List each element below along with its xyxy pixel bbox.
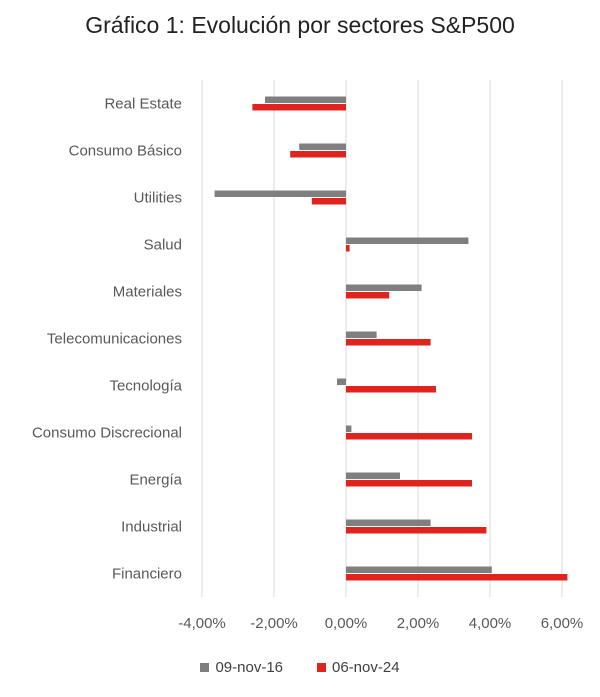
x-axis-tick-labels: -4,00% -2,00% 0,00% 2,00% 4,00% 6,00% xyxy=(178,615,583,632)
bar-series-1 xyxy=(346,284,422,291)
legend-item-series-1: 09-nov-16 xyxy=(200,659,283,676)
category-label: Consumo Discrecional xyxy=(32,425,182,442)
bar-series-1 xyxy=(299,143,346,150)
chart-title: Gráfico 1: Evolución por sectores S&P500 xyxy=(85,12,515,38)
bars xyxy=(214,96,568,581)
bar-series-1 xyxy=(346,519,431,526)
x-tick-label: 0,00% xyxy=(325,615,368,632)
bar-series-1 xyxy=(346,566,492,573)
legend-item-series-2: 06-nov-24 xyxy=(317,659,400,676)
bar-chart: Real Estate Consumo Básico Utilities Salud M… xyxy=(32,80,583,632)
category-label: Tecnología xyxy=(109,378,182,395)
category-label: Financiero xyxy=(112,566,182,583)
bar-series-1 xyxy=(346,472,400,479)
bar-series-2 xyxy=(346,339,431,346)
category-label: Utilities xyxy=(134,190,182,207)
bar-series-2 xyxy=(346,433,472,440)
category-label: Consumo Básico xyxy=(69,143,182,160)
bar-series-2 xyxy=(346,386,436,393)
bar-series-2 xyxy=(346,292,390,299)
bar-series-2 xyxy=(252,104,346,111)
bar-series-2 xyxy=(290,151,346,158)
bar-series-2 xyxy=(346,527,487,534)
legend-swatch-series-1 xyxy=(200,663,210,672)
x-tick-label: 6,00% xyxy=(541,615,584,632)
x-tick-label: 4,00% xyxy=(469,615,512,632)
legend-label-series-1: 09-nov-16 xyxy=(215,659,283,676)
x-tick-label: -4,00% xyxy=(178,615,226,632)
category-labels: Real Estate Consumo Básico Utilities Salud M… xyxy=(32,96,183,583)
category-label: Energía xyxy=(129,472,182,489)
bar-series-1 xyxy=(346,425,352,432)
x-tick-label: -2,00% xyxy=(250,615,298,632)
category-label: Salud xyxy=(144,237,182,254)
bar-series-1 xyxy=(214,190,346,197)
x-tick-label: 2,00% xyxy=(397,615,440,632)
category-label: Materiales xyxy=(113,284,182,301)
bar-series-2 xyxy=(346,245,350,252)
bar-series-1 xyxy=(346,237,469,244)
bar-series-1 xyxy=(265,96,346,103)
category-label: Real Estate xyxy=(104,96,182,113)
bar-series-1 xyxy=(337,378,346,385)
legend: 09-nov-16 06-nov-24 xyxy=(0,659,600,676)
category-label: Telecomunicaciones xyxy=(47,331,182,348)
grid-lines xyxy=(201,80,563,597)
bar-series-2 xyxy=(311,198,346,205)
legend-label-series-2: 06-nov-24 xyxy=(332,659,400,676)
category-label: Industrial xyxy=(121,519,182,536)
bar-series-2 xyxy=(346,480,472,487)
bar-series-1 xyxy=(346,331,377,338)
legend-swatch-series-2 xyxy=(317,663,326,672)
bar-series-2 xyxy=(346,574,568,581)
